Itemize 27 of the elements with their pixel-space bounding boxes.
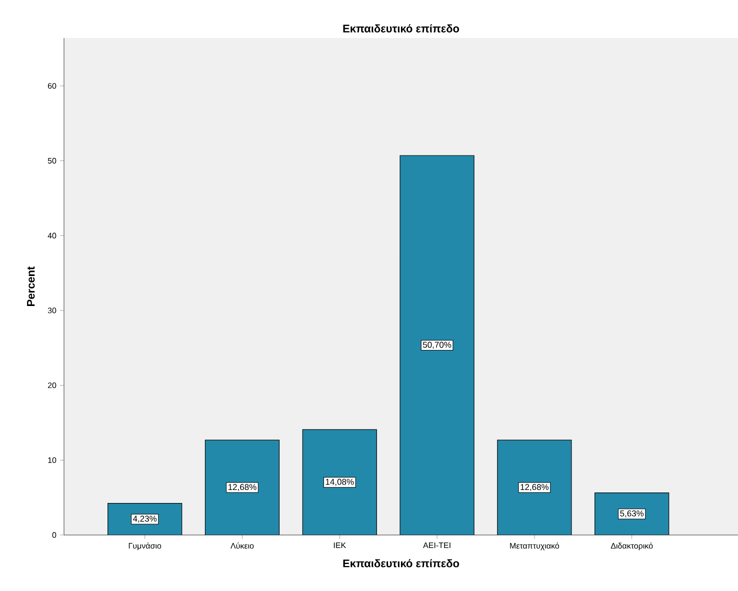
data-label: 5,63%	[620, 510, 644, 518]
x-tick-label: Διδακτορικό	[610, 542, 653, 550]
y-tick-label: 10	[48, 457, 56, 463]
y-axis-title: Percent	[27, 266, 35, 306]
y-tick-label: 60	[48, 83, 56, 89]
y-tick-label: 40	[48, 232, 56, 238]
y-tick-label: 0	[52, 532, 56, 538]
x-axis-title: Εκπαιδευτικό επίπεδο	[343, 559, 460, 568]
data-label: 12,68%	[228, 484, 256, 492]
data-label: 4,23%	[132, 516, 157, 523]
bar	[400, 156, 474, 535]
chart-title: Εκπαιδευτικό επίπεδο	[343, 24, 460, 32]
x-tick-label: Γυμνάσιο	[128, 542, 162, 550]
bar	[594, 492, 670, 535]
data-label: 12,68%	[520, 484, 549, 492]
bar	[205, 440, 280, 535]
y-tick-label: 20	[48, 382, 56, 388]
x-tick-label: Μεταπτυχιακό	[510, 542, 560, 550]
y-tick-label: 50	[48, 158, 56, 164]
bar	[302, 430, 377, 535]
x-tick-label: ΑΕΙ-ΤΕΙ	[423, 542, 450, 548]
x-tick-label: Λύκειο	[230, 542, 254, 549]
y-tick-label: 30	[48, 308, 56, 314]
x-tick-label: ΙΕΚ	[334, 542, 346, 548]
bar	[497, 440, 572, 535]
data-label: 50,70%	[422, 342, 452, 349]
data-label: 14,08%	[326, 478, 354, 486]
